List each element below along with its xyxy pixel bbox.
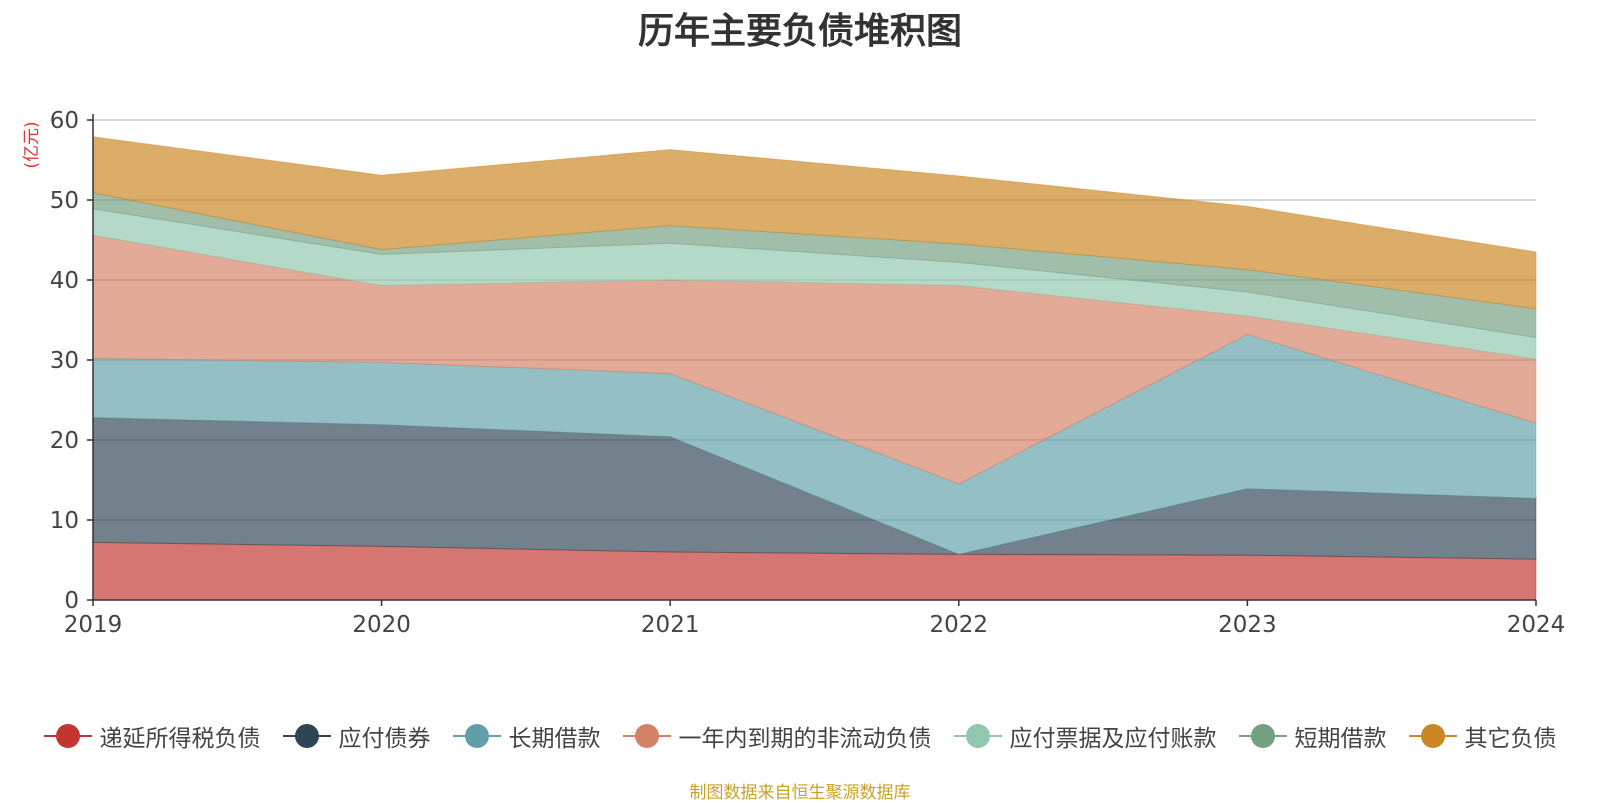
y-tick-label: 20 [50, 428, 79, 454]
x-tick-label: 2023 [1218, 612, 1277, 638]
legend-item-7[interactable]: 其它负债 [1408, 719, 1557, 753]
x-tick-label: 2022 [930, 612, 989, 638]
chart-title: 历年主要负债堆积图 [637, 11, 962, 52]
legend: 递延所得税负债 应付债券 长期借款 一年内到期的非流动负债 应付票据及应付账款 短期借款 其… [0, 718, 1600, 754]
y-tick-label: 60 [50, 108, 79, 134]
legend-item-1[interactable]: 递延所得税负债 [43, 719, 261, 753]
legend-label: 其它负债 [1464, 726, 1557, 752]
legend-item-6[interactable]: 短期借款 [1238, 719, 1387, 753]
legend-marker-icon [1408, 722, 1457, 750]
legend-item-2[interactable]: 应付债券 [282, 719, 431, 753]
legend-marker-icon [43, 722, 92, 750]
x-tick-label: 2020 [352, 612, 411, 638]
area-series-7 [92, 136, 1537, 310]
stacked-areas [92, 136, 1537, 601]
axes: 0 10 20 30 40 50 60 2019 2020 2021 2022 2023 2024 [50, 108, 1566, 638]
legend-label: 一年内到期的非流动负债 [678, 726, 932, 752]
y-tick-label: 40 [50, 268, 79, 294]
legend-item-4[interactable]: 一年内到期的非流动负债 [622, 719, 932, 753]
legend-label: 长期借款 [508, 726, 601, 752]
y-tick-label: 10 [50, 508, 79, 534]
y-tick-label: 0 [64, 588, 79, 614]
legend-marker-icon [953, 722, 1002, 750]
x-tick-label: 2021 [641, 612, 700, 638]
legend-label: 短期借款 [1294, 726, 1387, 752]
legend-marker-icon [282, 722, 331, 750]
x-tick-label: 2019 [64, 612, 123, 638]
legend-label: 应付票据及应付账款 [1009, 726, 1217, 752]
y-tick-label: 30 [50, 348, 79, 374]
legend-item-3[interactable]: 长期借款 [452, 719, 601, 753]
legend-item-5[interactable]: 应付票据及应付账款 [953, 719, 1217, 753]
y-axis-unit-label: (亿元) [22, 121, 42, 168]
legend-marker-icon [452, 722, 501, 750]
legend-label: 应付债券 [338, 726, 431, 752]
legend-marker-icon [622, 722, 671, 750]
legend-label: 递延所得税负债 [99, 726, 261, 752]
x-tick-label: 2024 [1507, 612, 1566, 638]
source-note: 制图数据来自恒生聚源数据库 [689, 783, 911, 803]
legend-marker-icon [1238, 722, 1287, 750]
y-tick-label: 50 [50, 188, 79, 214]
